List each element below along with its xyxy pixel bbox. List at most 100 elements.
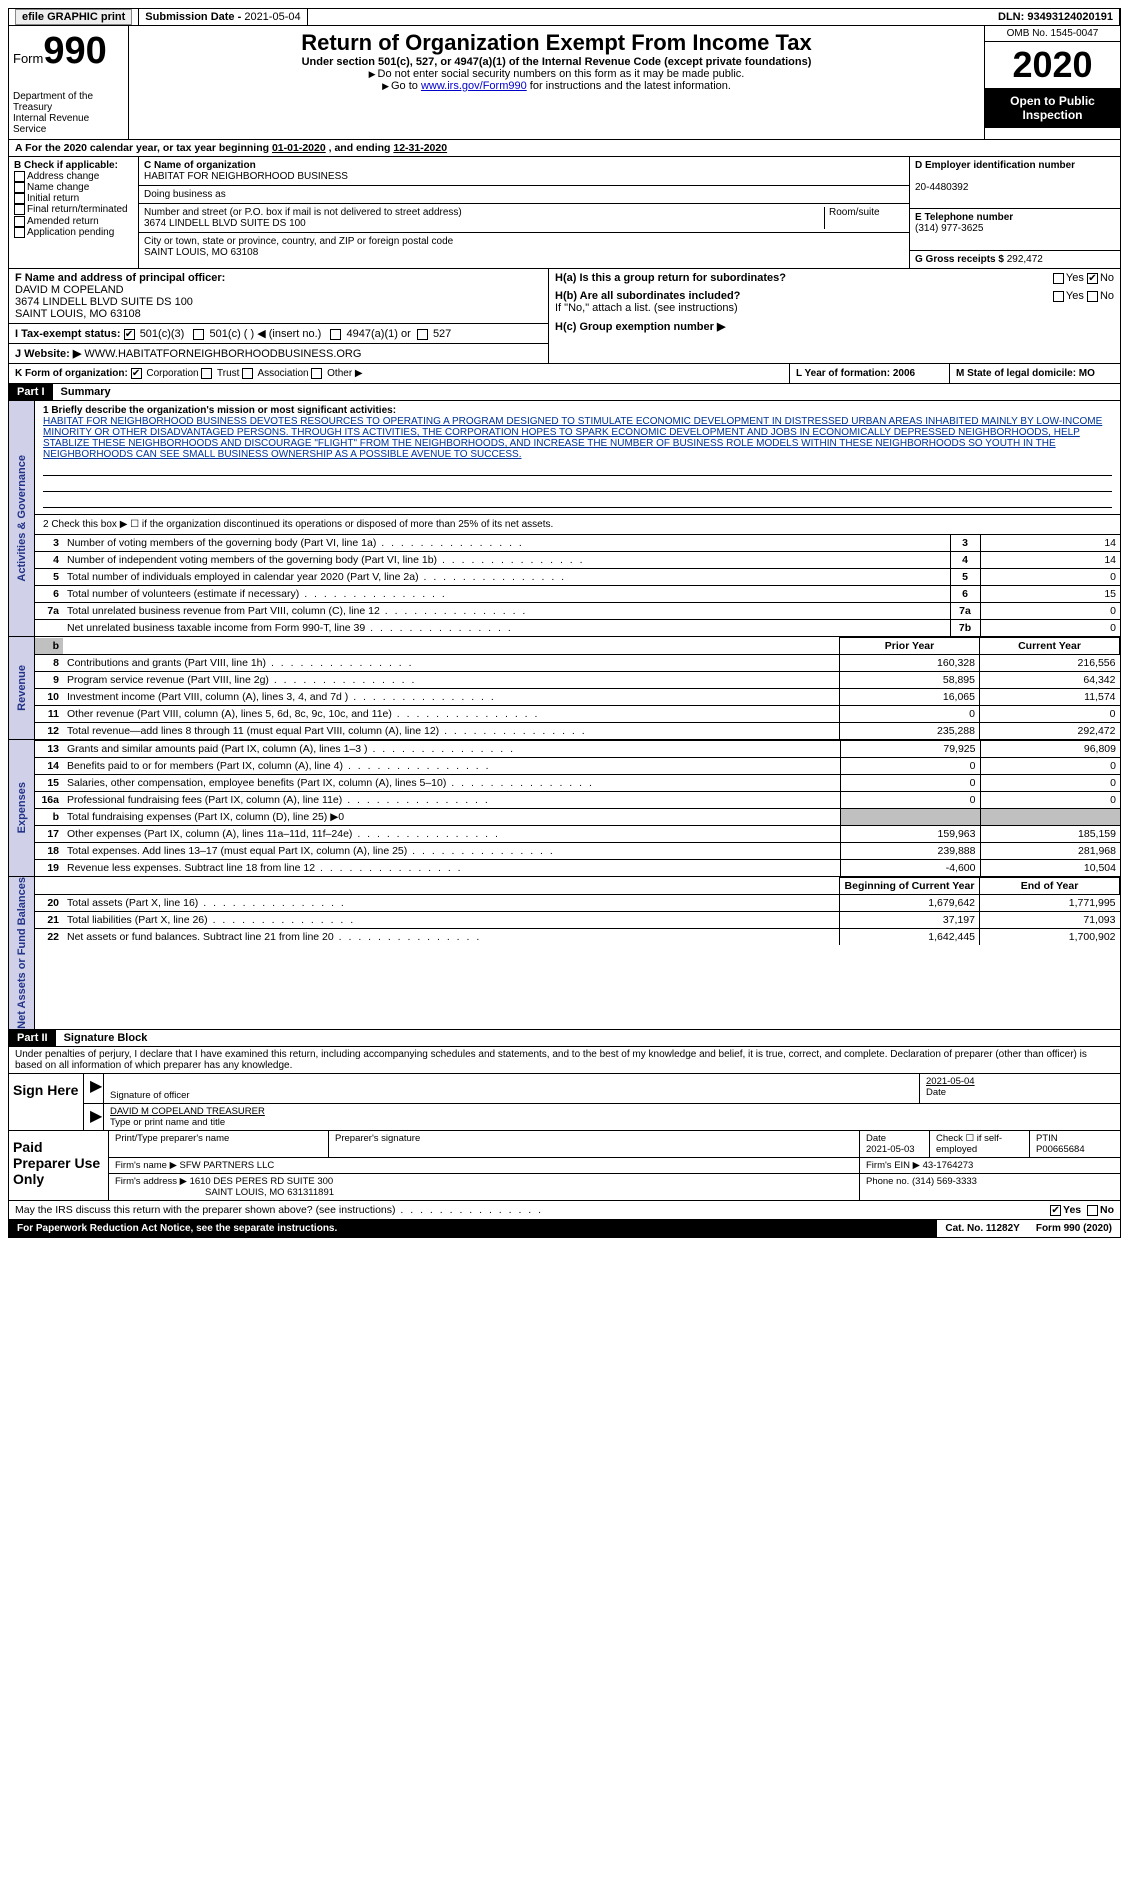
table-row: 12Total revenue—add lines 8 through 11 (… xyxy=(35,723,1120,740)
firm-ein: 43-1764273 xyxy=(923,1160,974,1171)
dba-label: Doing business as xyxy=(144,189,226,200)
table-row: 11Other revenue (Part VIII, column (A), … xyxy=(35,706,1120,723)
table-row: 14Benefits paid to or for members (Part … xyxy=(35,758,1120,775)
year-formation: L Year of formation: 2006 xyxy=(796,368,915,379)
k-corp[interactable] xyxy=(131,368,142,379)
chk-initial-return[interactable] xyxy=(14,193,25,204)
irs-link[interactable]: www.irs.gov/Form990 xyxy=(421,80,527,92)
form-title: Return of Organization Exempt From Incom… xyxy=(133,30,980,56)
submission-date: Submission Date - 2021-05-04 xyxy=(139,9,307,25)
top-bar: efile GRAPHIC print Submission Date - 20… xyxy=(8,8,1121,26)
chk-501c[interactable] xyxy=(193,329,204,340)
table-row: 5Total number of individuals employed in… xyxy=(35,569,1120,586)
city-state-zip: SAINT LOUIS, MO 63108 xyxy=(144,247,258,258)
gross-receipts: 292,472 xyxy=(1007,254,1043,265)
table-row: 19Revenue less expenses. Subtract line 1… xyxy=(35,860,1120,877)
chk-527[interactable] xyxy=(417,329,428,340)
paid-preparer-block: Paid Preparer Use Only Print/Type prepar… xyxy=(8,1131,1121,1201)
table-row: 4Number of independent voting members of… xyxy=(35,552,1120,569)
hb-yes[interactable] xyxy=(1053,291,1064,302)
telephone: (314) 977-3625 xyxy=(915,223,983,234)
efile-print-btn[interactable]: efile GRAPHIC print xyxy=(15,9,132,25)
perjury-text: Under penalties of perjury, I declare th… xyxy=(8,1047,1121,1074)
ein: 20-4480392 xyxy=(915,182,968,193)
officer-name: DAVID M COPELAND TREASURER xyxy=(110,1106,265,1117)
subtitle-3: Go to www.irs.gov/Form990 for instructio… xyxy=(133,80,980,92)
form-header: Form990 Department of the Treasury Inter… xyxy=(8,26,1121,140)
col-d: D Employer identification number20-44803… xyxy=(910,157,1120,268)
sign-here-block: Sign Here ▶ Signature of officer 2021-05… xyxy=(8,1074,1121,1131)
side-label-exp: Expenses xyxy=(16,782,28,833)
discuss-no[interactable] xyxy=(1087,1205,1098,1216)
ha-yes[interactable] xyxy=(1053,273,1064,284)
cat-no: Cat. No. 11282Y xyxy=(937,1220,1027,1237)
subtitle-1: Under section 501(c), 527, or 4947(a)(1)… xyxy=(133,56,980,68)
col-c: C Name of organizationHABITAT FOR NEIGHB… xyxy=(139,157,910,268)
discuss-row: May the IRS discuss this return with the… xyxy=(8,1201,1121,1220)
paperwork-notice: For Paperwork Reduction Act Notice, see … xyxy=(9,1220,937,1237)
net-assets-table: Beginning of Current YearEnd of Year 20T… xyxy=(35,877,1120,945)
ha-no[interactable] xyxy=(1087,273,1098,284)
chk-address-change[interactable] xyxy=(14,171,25,182)
table-row: 3Number of voting members of the governi… xyxy=(35,535,1120,552)
side-label-na: Net Assets or Fund Balances xyxy=(16,877,28,1029)
section-bcd: B Check if applicable: Address change Na… xyxy=(8,157,1121,269)
hb-no[interactable] xyxy=(1087,291,1098,302)
dln: DLN: 93493124020191 xyxy=(992,9,1120,25)
table-row: 17Other expenses (Part IX, column (A), l… xyxy=(35,826,1120,843)
gov-table: 3Number of voting members of the governi… xyxy=(35,534,1120,636)
tax-year: 2020 xyxy=(985,42,1120,88)
part1-header: Part ISummary xyxy=(8,384,1121,401)
h-a: H(a) Is this a group return for subordin… xyxy=(549,269,1120,287)
chk-name-change[interactable] xyxy=(14,182,25,193)
org-name: HABITAT FOR NEIGHBORHOOD BUSINESS xyxy=(144,171,348,182)
dept-treasury: Department of the Treasury Internal Reve… xyxy=(13,91,124,135)
table-row: 7aTotal unrelated business revenue from … xyxy=(35,603,1120,620)
chk-app-pending[interactable] xyxy=(14,227,25,238)
k-other[interactable] xyxy=(311,368,322,379)
table-row: 10Investment income (Part VIII, column (… xyxy=(35,689,1120,706)
revenue-section: Revenue bPrior YearCurrent Year 8Contrib… xyxy=(8,637,1121,740)
k-trust[interactable] xyxy=(201,368,212,379)
website: J Website: ▶ WWW.HABITATFORNEIGHBORHOODB… xyxy=(9,344,548,363)
discuss-yes[interactable] xyxy=(1050,1205,1061,1216)
chk-final-return[interactable] xyxy=(14,204,25,215)
activities-governance: Activities & Governance 1 Briefly descri… xyxy=(8,401,1121,637)
table-row: 9Program service revenue (Part VIII, lin… xyxy=(35,672,1120,689)
revenue-table: bPrior YearCurrent Year 8Contributions a… xyxy=(35,637,1120,739)
part2-header: Part IISignature Block xyxy=(8,1030,1121,1047)
col-b: B Check if applicable: Address change Na… xyxy=(9,157,139,268)
principal-officer: F Name and address of principal officer:… xyxy=(9,269,548,324)
section-fh: F Name and address of principal officer:… xyxy=(8,269,1121,364)
expenses-section: Expenses 13Grants and similar amounts pa… xyxy=(8,740,1121,877)
table-row: 21Total liabilities (Part X, line 26)37,… xyxy=(35,912,1120,929)
row-a-tax-year: A For the 2020 calendar year, or tax yea… xyxy=(8,140,1121,157)
table-row: 15Salaries, other compensation, employee… xyxy=(35,775,1120,792)
table-row: 22Net assets or fund balances. Subtract … xyxy=(35,929,1120,946)
sign-here-label: Sign Here xyxy=(9,1074,84,1130)
paid-preparer-label: Paid Preparer Use Only xyxy=(9,1131,109,1200)
state-domicile: M State of legal domicile: MO xyxy=(956,368,1095,379)
table-row: 6Total number of volunteers (estimate if… xyxy=(35,586,1120,603)
form-ref: Form 990 (2020) xyxy=(1028,1220,1120,1237)
side-label-rev: Revenue xyxy=(16,665,28,711)
table-row: bTotal fundraising expenses (Part IX, co… xyxy=(35,809,1120,826)
street: 3674 LINDELL BLVD SUITE DS 100 xyxy=(144,218,306,229)
chk-amended[interactable] xyxy=(14,216,25,227)
public-inspection: Open to Public Inspection xyxy=(985,88,1120,128)
line-2: 2 Check this box ▶ ☐ if the organization… xyxy=(35,514,1120,534)
k-assoc[interactable] xyxy=(242,368,253,379)
omb-number: OMB No. 1545-0047 xyxy=(985,26,1120,42)
chk-501c3[interactable] xyxy=(124,329,135,340)
table-row: 20Total assets (Part X, line 16)1,679,64… xyxy=(35,895,1120,912)
firm-phone: (314) 569-3333 xyxy=(912,1176,977,1187)
chk-4947[interactable] xyxy=(330,329,341,340)
form-990-label: Form990 xyxy=(13,30,124,73)
h-b: H(b) Are all subordinates included? Yes … xyxy=(549,287,1120,317)
subtitle-2: Do not enter social security numbers on … xyxy=(133,68,980,80)
table-row: 16aProfessional fundraising fees (Part I… xyxy=(35,792,1120,809)
room-suite-label: Room/suite xyxy=(829,207,880,218)
h-c: H(c) Group exemption number ▶ xyxy=(549,317,1120,336)
table-row: Net unrelated business taxable income fr… xyxy=(35,620,1120,637)
net-assets-section: Net Assets or Fund Balances Beginning of… xyxy=(8,877,1121,1030)
